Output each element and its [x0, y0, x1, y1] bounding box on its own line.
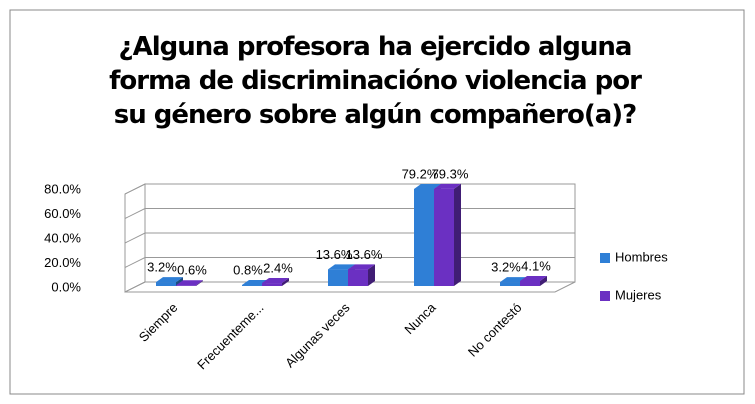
value-label: 79.3% [432, 166, 469, 181]
bar-top [434, 183, 461, 189]
y-tick-label: 0.0% [51, 279, 81, 294]
bar [262, 283, 282, 286]
value-label: 79.2% [402, 166, 439, 181]
bar-top [520, 275, 547, 281]
y-tick-label: 60.0% [44, 206, 81, 221]
bar [176, 285, 196, 286]
bar-side [540, 275, 547, 286]
bar-side [196, 280, 203, 286]
bar-top [176, 280, 203, 286]
bar [500, 282, 520, 286]
bar [156, 282, 176, 286]
bar-side [176, 277, 183, 286]
value-label: 0.8% [233, 262, 263, 277]
bar-top [414, 183, 441, 189]
bar [328, 269, 348, 286]
bar-top [156, 277, 183, 283]
y-tick-label: 40.0% [44, 230, 81, 245]
bar [414, 188, 434, 286]
legend-label: Hombres [615, 249, 668, 264]
bar [434, 188, 454, 286]
value-label: 2.4% [263, 260, 293, 275]
value-label: 3.2% [491, 260, 521, 275]
bar [520, 280, 540, 286]
legend-swatch [600, 253, 610, 263]
bar-top [328, 264, 355, 270]
bar [348, 269, 368, 286]
bar [242, 285, 262, 286]
bar-side [282, 278, 289, 286]
value-label: 13.6% [346, 247, 383, 262]
value-label: 4.1% [521, 258, 551, 273]
bar-top [262, 278, 289, 284]
value-label: 13.6% [316, 247, 353, 262]
bar-side [368, 264, 375, 286]
legend-label: Mujeres [615, 287, 662, 302]
chart-title: ¿Alguna profesora ha ejercido alguna for… [109, 32, 642, 130]
y-tick-label: 20.0% [44, 255, 81, 270]
value-label: 0.6% [177, 263, 207, 278]
legend-swatch [600, 291, 610, 301]
value-label: 3.2% [147, 260, 177, 275]
bar-top [348, 264, 375, 270]
y-tick-label: 80.0% [44, 181, 81, 196]
bar-side [454, 183, 461, 286]
